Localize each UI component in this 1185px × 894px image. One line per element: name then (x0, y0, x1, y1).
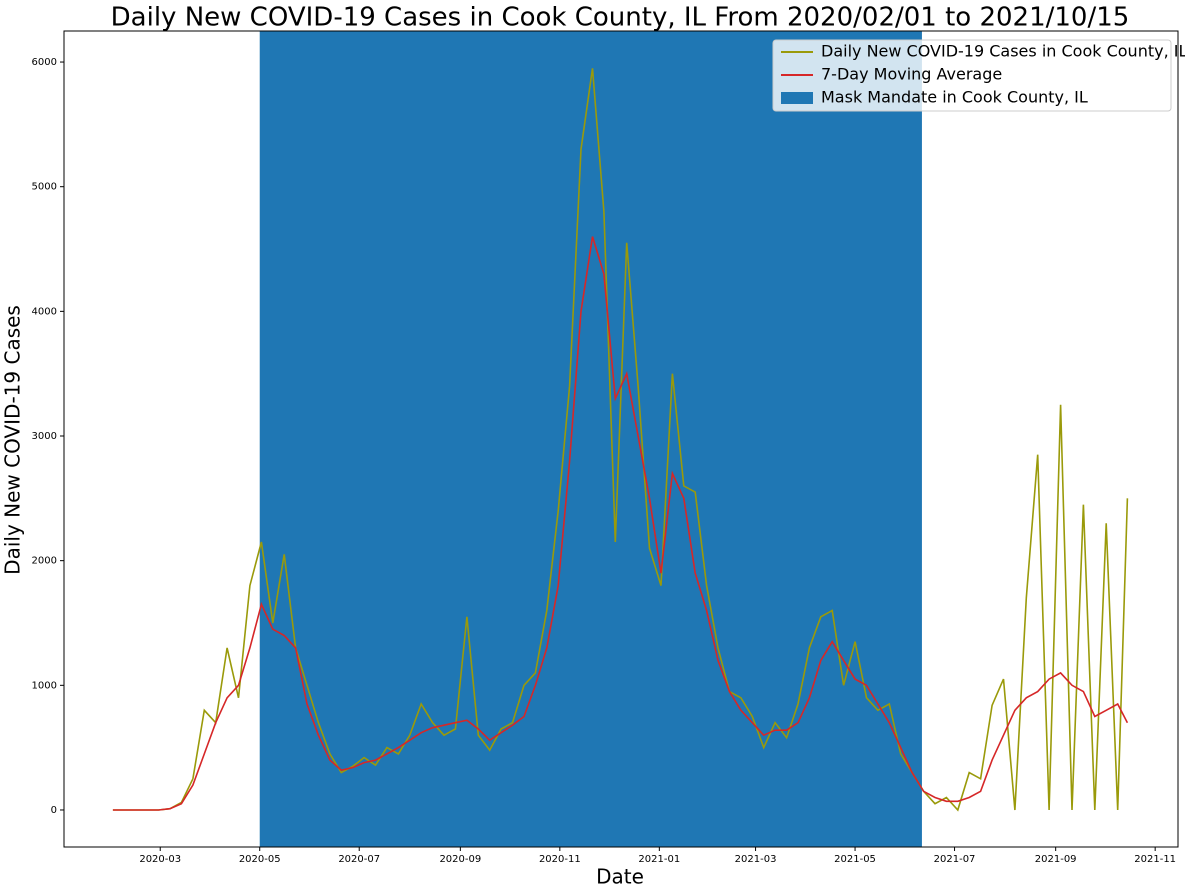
x-tick-label: 2021-09 (1035, 854, 1077, 865)
plot-frame (63, 30, 1179, 848)
y-tick-label: 6000 (32, 57, 57, 68)
legend: Daily New COVID-19 Cases in Cook County,… (772, 39, 1185, 112)
legend-box (772, 39, 1172, 112)
x-tick-label: 2021-05 (834, 854, 876, 865)
legend-swatch (781, 92, 813, 104)
x-tick-label: 2020-05 (239, 854, 281, 865)
x-axis-label: Date (596, 865, 644, 889)
x-tick-label: 2020-03 (139, 854, 181, 865)
x-tick-label: 2021-03 (735, 854, 777, 865)
x-tick-label: 2020-11 (539, 854, 581, 865)
legend-label: 7-Day Moving Average (821, 65, 1002, 84)
x-tick-label: 2021-07 (934, 854, 976, 865)
series-line (112, 68, 1129, 812)
y-tick-label: 1000 (32, 680, 57, 691)
y-tick-label: 3000 (32, 431, 57, 442)
legend-label: Daily New COVID-19 Cases in Cook County,… (821, 42, 1185, 61)
y-tick-label: 2000 (32, 556, 57, 567)
x-tick-label: 2021-11 (1134, 854, 1176, 865)
chart-title: Daily New COVID-19 Cases in Cook County,… (111, 3, 1130, 33)
legend-label: Mask Mandate in Cook County, IL (821, 88, 1088, 107)
y-tick-label: 0 (51, 805, 57, 816)
y-tick-label: 4000 (32, 306, 57, 317)
mask-span (259, 31, 922, 847)
y-tick-label: 5000 (32, 182, 57, 193)
x-tick-label: 2020-07 (338, 854, 380, 865)
x-tick-label: 2021-01 (638, 854, 680, 865)
y-axis-label: Daily New COVID-19 Cases (1, 305, 25, 575)
x-tick-label: 2020-09 (439, 854, 481, 865)
series-line (112, 236, 1129, 811)
